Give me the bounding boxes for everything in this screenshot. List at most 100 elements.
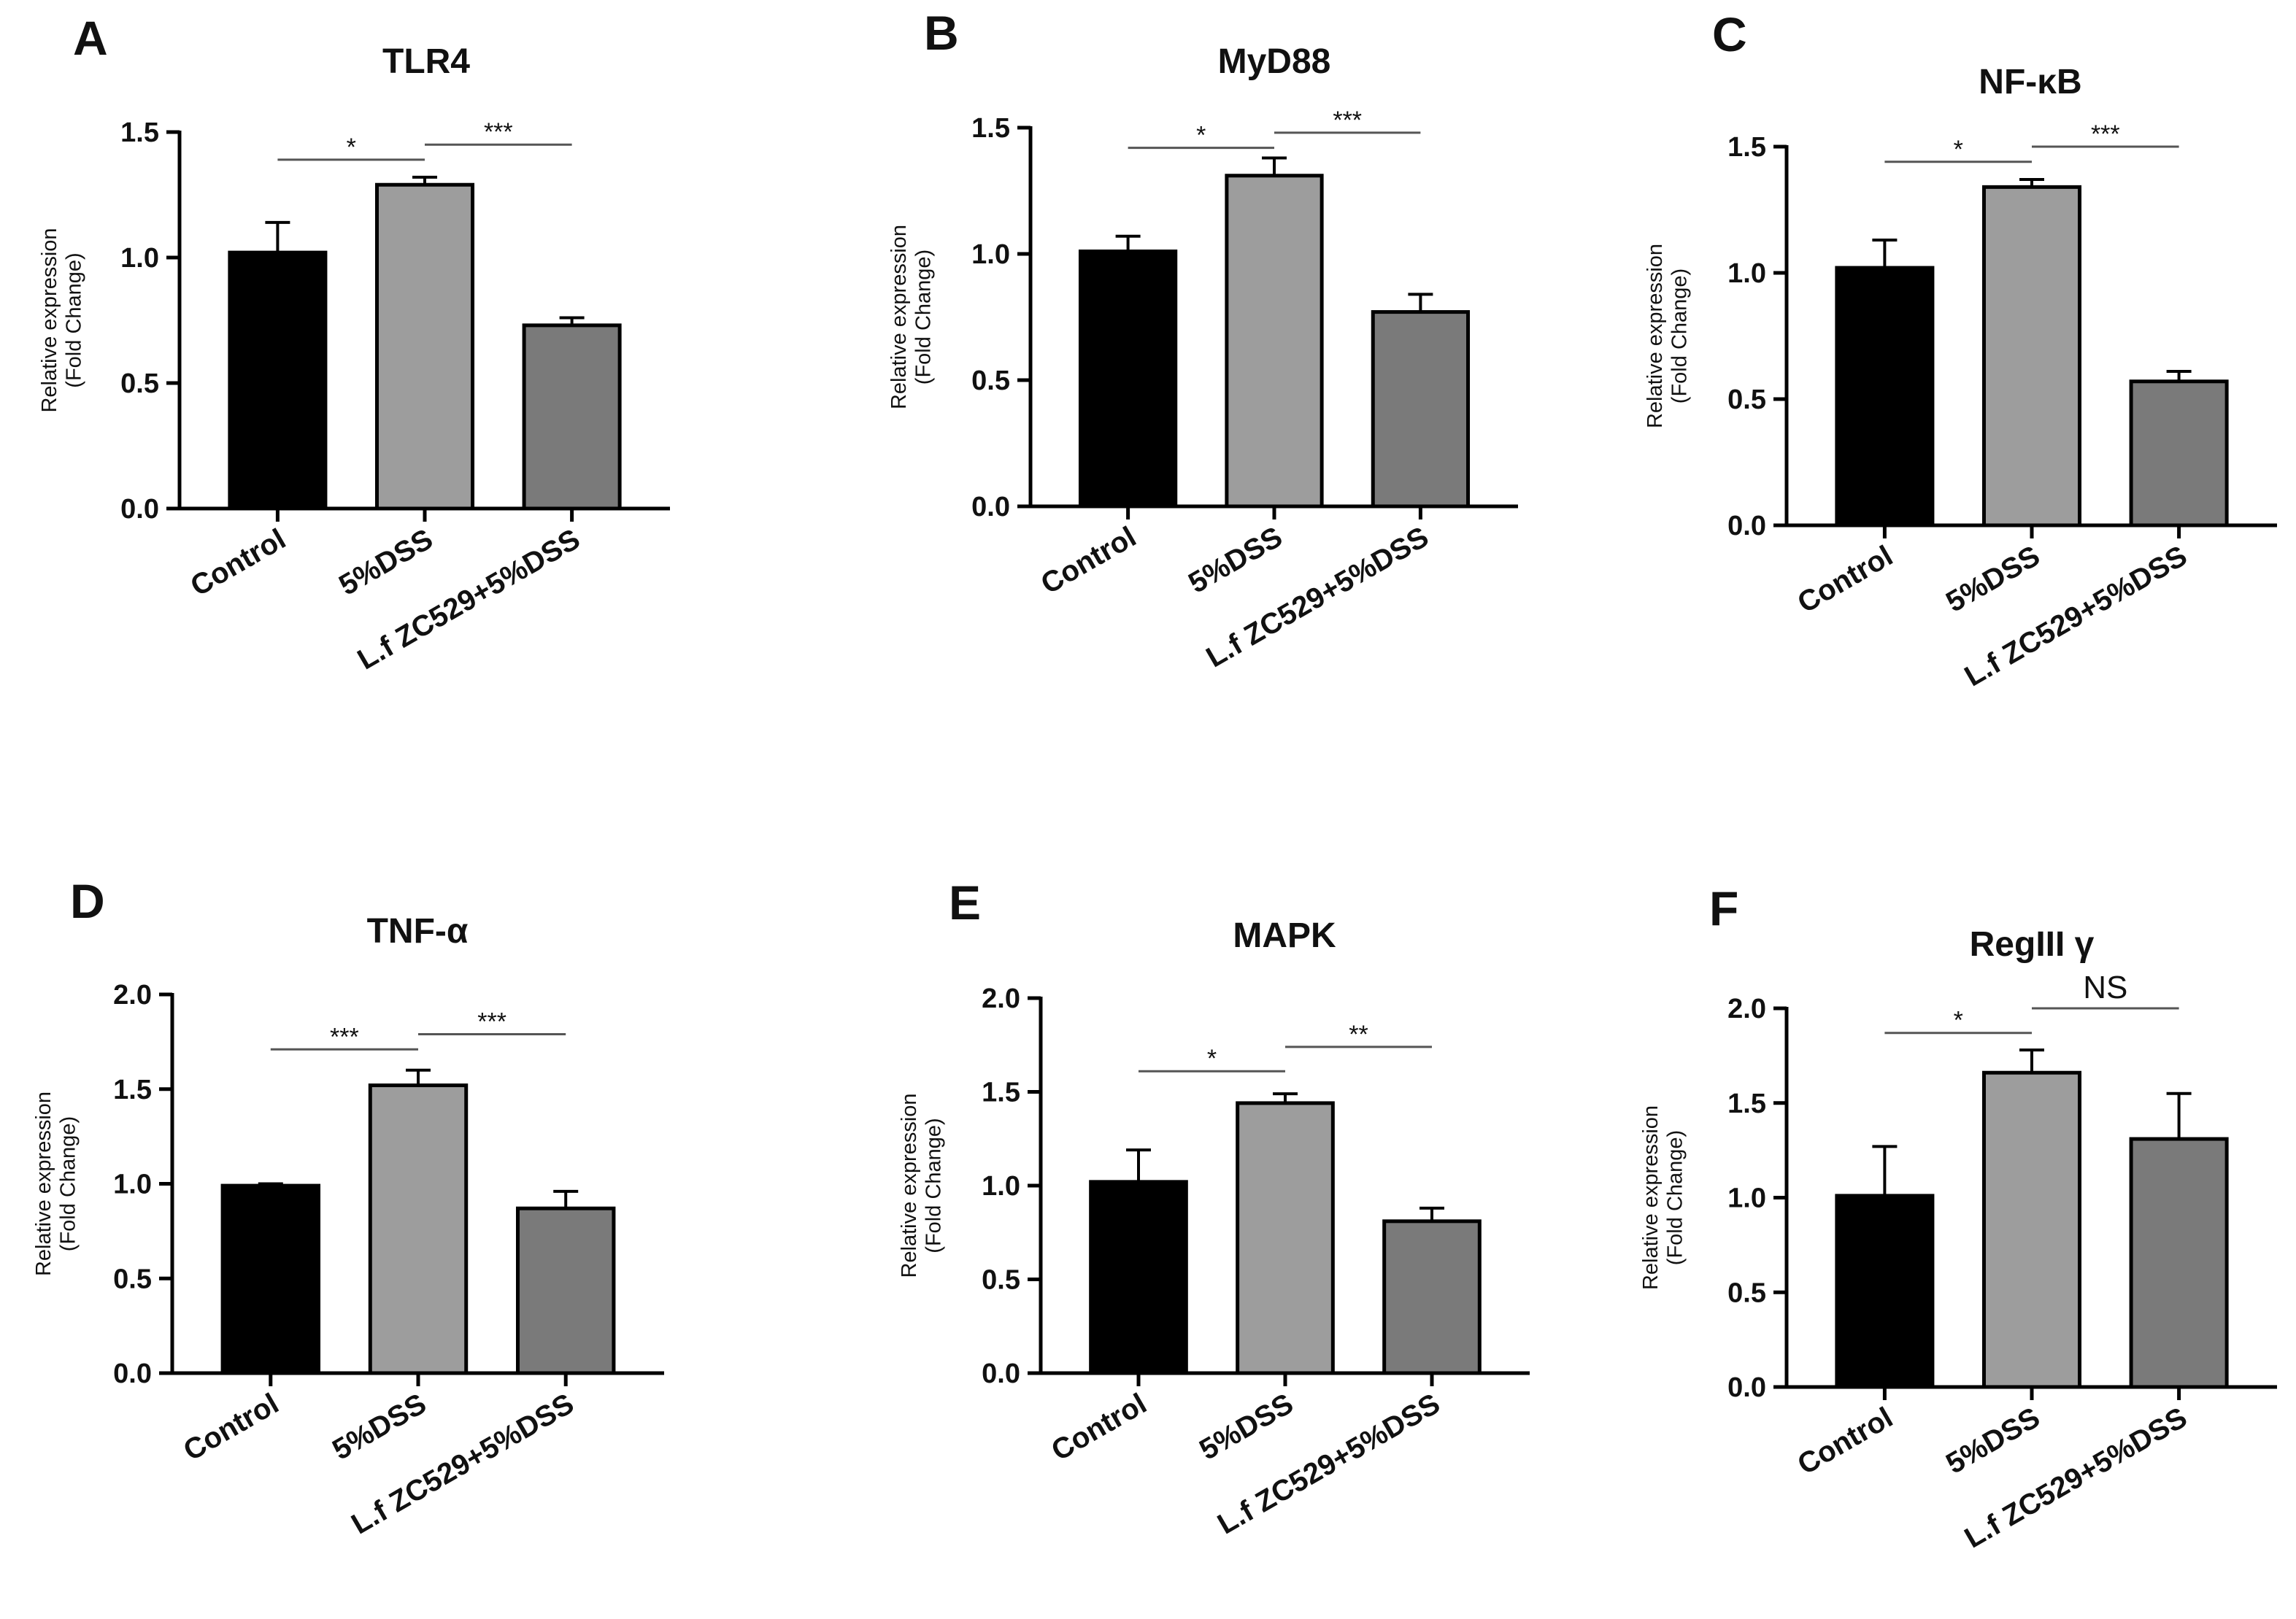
y-axis-label-line: Relative expression xyxy=(32,1091,55,1276)
y-axis-label-line: (Fold Change) xyxy=(1663,1130,1687,1265)
significance-label: * xyxy=(1954,136,1963,163)
chart-panel-e: E MAPK Relative expression(Fold Change) 0.0… xyxy=(898,876,1530,1541)
y-tick-label: 0.0 xyxy=(982,1359,1020,1389)
panel-letter: D xyxy=(70,874,105,928)
chart-title: TLR4 xyxy=(382,42,470,81)
chart-panel-a: A TLR4 Relative expression(Fold Change) 0.0… xyxy=(38,11,670,676)
significance-label: * xyxy=(347,134,356,161)
y-axis-label-line: (Fold Change) xyxy=(912,250,935,385)
significance-label: *** xyxy=(1333,107,1362,134)
x-tick-label: Control xyxy=(1792,1402,1898,1481)
x-tick-label: 5%DSS xyxy=(1941,1402,2045,1480)
y-tick-label: 0.5 xyxy=(1727,385,1766,415)
chart-title: RegIII γ xyxy=(1970,925,2095,964)
x-tick-label: Control xyxy=(178,1388,284,1467)
bar xyxy=(1382,1219,1482,1375)
significance-label: ** xyxy=(1349,1021,1368,1048)
y-axis-label-line: (Fold Change) xyxy=(1668,268,1691,403)
y-tick-label: 1.0 xyxy=(1727,1183,1766,1214)
y-tick-label: 1.5 xyxy=(971,113,1010,144)
significance-label: *** xyxy=(330,1023,359,1051)
x-tick-label: Control xyxy=(1046,1388,1152,1467)
bar xyxy=(515,1206,616,1375)
panel-letter: B xyxy=(924,6,959,60)
x-tick-label: 5%DSS xyxy=(1941,540,2045,619)
y-tick-label: 1.5 xyxy=(1727,1089,1766,1119)
y-tick-label: 1.0 xyxy=(971,239,1010,270)
y-axis-label: Relative expression(Fold Change) xyxy=(1639,1105,1687,1290)
x-tick-label: Control xyxy=(1036,521,1141,600)
bar xyxy=(1835,1194,1935,1389)
y-tick-label: 1.0 xyxy=(113,1170,152,1200)
y-tick-label: 0.0 xyxy=(971,492,1010,522)
bar xyxy=(1835,266,1935,528)
x-tick-label: Control xyxy=(185,523,291,603)
significance-label: * xyxy=(1196,122,1206,150)
bar xyxy=(2129,379,2229,528)
chart-title: TNF-α xyxy=(367,912,469,951)
y-axis-label: Relative expression(Fold Change) xyxy=(887,225,935,409)
y-tick-label: 0.5 xyxy=(1727,1278,1766,1308)
x-tick-label: 5%DSS xyxy=(327,1388,431,1467)
chart-title: MAPK xyxy=(1233,916,1336,955)
chart-title: MyD88 xyxy=(1218,42,1331,81)
y-axis-label-line: (Fold Change) xyxy=(62,252,85,387)
bar xyxy=(522,323,622,511)
y-tick-label: 1.0 xyxy=(120,243,159,274)
y-tick-label: 0.5 xyxy=(971,366,1010,396)
x-tick-label: 5%DSS xyxy=(1194,1388,1298,1467)
y-tick-label: 1.5 xyxy=(982,1078,1020,1108)
bar xyxy=(1089,1180,1188,1375)
y-tick-label: 0.5 xyxy=(113,1264,152,1294)
y-axis-label-line: Relative expression xyxy=(1644,244,1667,428)
y-axis-label-line: (Fold Change) xyxy=(56,1116,80,1251)
y-tick-label: 0.0 xyxy=(1727,511,1766,541)
y-tick-label: 2.0 xyxy=(982,984,1020,1014)
panel-letter: F xyxy=(1709,881,1738,935)
y-axis-label: Relative expression(Fold Change) xyxy=(898,1093,945,1278)
bar xyxy=(1225,174,1324,509)
y-axis-label-line: Relative expression xyxy=(38,228,61,412)
bar xyxy=(1981,1070,2082,1389)
panel-letter: C xyxy=(1712,7,1747,61)
chart-panel-d: D TNF-α Relative expression(Fold Change) 0.… xyxy=(32,874,664,1541)
y-axis-label-line: (Fold Change) xyxy=(922,1118,945,1253)
bar xyxy=(368,1083,469,1375)
significance-label: * xyxy=(1954,1007,1963,1035)
significance-label: *** xyxy=(477,1008,506,1035)
chart-panel-b: B MyD88 Relative expression(Fold Change) 0.… xyxy=(887,6,1518,674)
significance-label: * xyxy=(1207,1045,1217,1073)
y-axis-label: Relative expression(Fold Change) xyxy=(1644,244,1691,428)
y-tick-label: 1.0 xyxy=(1727,258,1766,289)
y-axis-label: Relative expression(Fold Change) xyxy=(32,1091,80,1276)
bar xyxy=(374,182,475,511)
bar xyxy=(1981,185,2082,528)
y-tick-label: 0.0 xyxy=(120,494,159,525)
bar xyxy=(1371,310,1471,509)
y-tick-label: 1.5 xyxy=(120,117,159,148)
y-tick-label: 2.0 xyxy=(1727,994,1766,1024)
significance-label: NS xyxy=(2083,970,2127,1005)
chart-panel-f: F RegIII γ Relative expression(Fold Change… xyxy=(1639,881,2277,1555)
x-tick-label: 5%DSS xyxy=(334,523,438,602)
y-tick-label: 0.5 xyxy=(120,368,159,399)
y-axis-label-line: Relative expression xyxy=(898,1093,921,1278)
y-axis-label-line: Relative expression xyxy=(1639,1105,1663,1290)
bar xyxy=(1078,250,1178,509)
bar xyxy=(2129,1137,2229,1389)
y-tick-label: 0.5 xyxy=(982,1265,1020,1296)
bar xyxy=(1236,1101,1335,1375)
y-tick-label: 0.0 xyxy=(113,1359,152,1389)
y-tick-label: 1.5 xyxy=(1727,132,1766,163)
y-tick-label: 1.5 xyxy=(113,1075,152,1105)
y-axis-label: Relative expression(Fold Change) xyxy=(38,228,85,412)
bar xyxy=(220,1183,321,1375)
y-tick-label: 1.0 xyxy=(982,1171,1020,1202)
x-tick-label: 5%DSS xyxy=(1183,521,1287,600)
y-tick-label: 0.0 xyxy=(1727,1372,1766,1403)
significance-label: *** xyxy=(2091,120,2120,148)
chart-title: NF-κB xyxy=(1979,63,2081,101)
x-tick-label: Control xyxy=(1792,540,1898,619)
y-axis-label-line: Relative expression xyxy=(887,225,911,409)
